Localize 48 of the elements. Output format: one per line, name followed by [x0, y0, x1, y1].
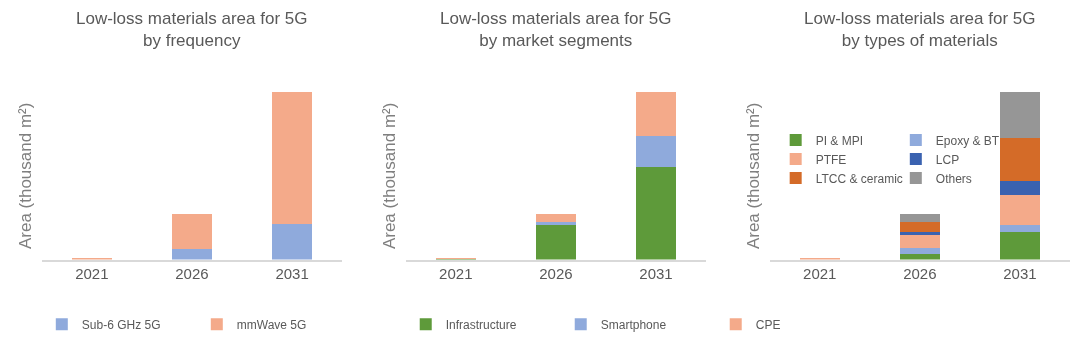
bar	[171, 248, 212, 260]
x-tick-label: 2031	[275, 265, 309, 283]
bar	[635, 136, 677, 168]
bar	[999, 231, 1040, 260]
bar	[899, 221, 940, 233]
chart-title: Low-loss materials area for 5G by market segments	[440, 9, 672, 51]
legend-label: Others	[935, 171, 972, 186]
legend-label: Infrastructure	[445, 318, 517, 333]
chart-title: Low-loss materials area for 5G by frequency	[76, 9, 308, 51]
bar	[999, 195, 1040, 225]
x-tick-label: 2026	[539, 265, 573, 283]
x-tick-label: 2026	[175, 265, 209, 283]
y-axis-title: Area (thousand m²)	[16, 102, 36, 250]
bar	[899, 254, 940, 260]
legend-label: LTCC & ceramic	[815, 171, 903, 186]
legend-label: LCP	[935, 152, 960, 167]
bar	[999, 224, 1040, 232]
y-axis-title: Area (thousand m²)	[380, 102, 400, 250]
legend-label: Smartphone	[600, 318, 667, 333]
x-tick-label: 2021	[75, 265, 109, 283]
legend-label: PI & MPI	[815, 133, 864, 148]
x-tick-label: 2026	[903, 265, 937, 283]
bar	[899, 232, 940, 236]
bar	[535, 222, 576, 225]
bar	[272, 224, 313, 260]
bar	[899, 235, 940, 249]
x-tick-label: 2021	[803, 265, 837, 283]
legend-label: Sub-6 GHz 5G	[81, 318, 161, 333]
bar	[272, 92, 313, 225]
bar	[899, 248, 940, 255]
legend-label: mmWave 5G	[236, 318, 307, 333]
bar	[535, 224, 576, 260]
legend-label: PTFE	[815, 152, 847, 167]
bar	[999, 138, 1040, 182]
bar	[899, 214, 940, 222]
bar	[535, 213, 576, 223]
bar	[999, 181, 1040, 196]
bar	[635, 167, 677, 260]
x-tick-label: 2031	[1003, 265, 1037, 283]
x-tick-label: 2031	[639, 265, 673, 283]
bar	[999, 92, 1040, 139]
bar	[635, 92, 677, 137]
y-axis-title: Area (thousand m²)	[744, 102, 764, 250]
bar	[171, 213, 212, 249]
legend-label: Epoxy & BT	[935, 133, 1000, 148]
chart-title: Low-loss materials area for 5G by types of materials	[804, 9, 1036, 51]
legend-label: CPE	[755, 318, 781, 333]
x-tick-label: 2021	[439, 265, 473, 283]
